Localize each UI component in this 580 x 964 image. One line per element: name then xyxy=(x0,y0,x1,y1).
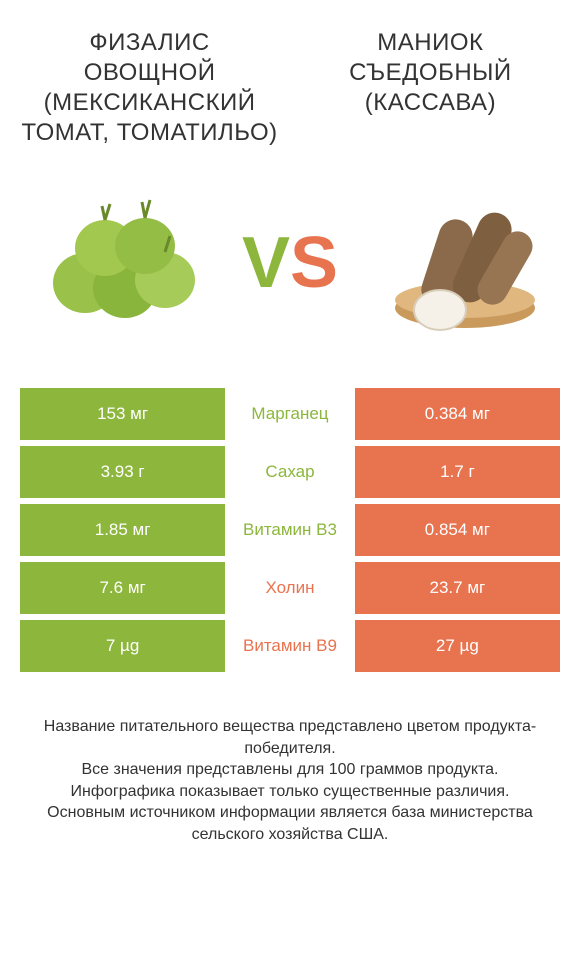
footnote-line: Все значения представлены для 100 граммо… xyxy=(28,759,552,781)
image-right xyxy=(370,188,550,338)
image-left xyxy=(30,188,210,338)
value-right: 0.854 мг xyxy=(355,504,560,556)
nutrient-label: Марганец xyxy=(225,388,355,440)
table-row: 1.85 мгВитамин B30.854 мг xyxy=(20,504,560,556)
comparison-table: 153 мгМарганец0.384 мг3.93 гСахар1.7 г1.… xyxy=(20,388,560,672)
nutrient-label: Холин xyxy=(225,562,355,614)
vs-v: V xyxy=(242,227,290,299)
value-left: 7 µg xyxy=(20,620,225,672)
value-right: 27 µg xyxy=(355,620,560,672)
footnote: Название питательного вещества представл… xyxy=(20,716,560,846)
table-row: 7.6 мгХолин23.7 мг xyxy=(20,562,560,614)
footnote-line: Название питательного вещества представл… xyxy=(28,716,552,759)
vs-s: S xyxy=(290,227,338,299)
table-row: 3.93 гСахар1.7 г xyxy=(20,446,560,498)
nutrient-label: Витамин B9 xyxy=(225,620,355,672)
nutrient-label: Витамин B3 xyxy=(225,504,355,556)
vs-label: V S xyxy=(242,227,338,299)
value-right: 0.384 мг xyxy=(355,388,560,440)
footnote-line: Инфографика показывает только существенн… xyxy=(28,781,552,803)
footnote-line: Основным источником информации является … xyxy=(28,802,552,845)
table-row: 153 мгМарганец0.384 мг xyxy=(20,388,560,440)
value-right: 1.7 г xyxy=(355,446,560,498)
title-left: ФИЗАЛИС ОВОЩНОЙ (МЕКСИКАНСКИЙ ТОМАТ, ТОМ… xyxy=(20,28,279,148)
value-left: 1.85 мг xyxy=(20,504,225,556)
table-row: 7 µgВитамин B927 µg xyxy=(20,620,560,672)
value-left: 7.6 мг xyxy=(20,562,225,614)
nutrient-label: Сахар xyxy=(225,446,355,498)
title-right: МАНИОК СЪЕДОБНЫЙ (КАССАВА) xyxy=(301,28,560,118)
value-left: 3.93 г xyxy=(20,446,225,498)
value-left: 153 мг xyxy=(20,388,225,440)
value-right: 23.7 мг xyxy=(355,562,560,614)
